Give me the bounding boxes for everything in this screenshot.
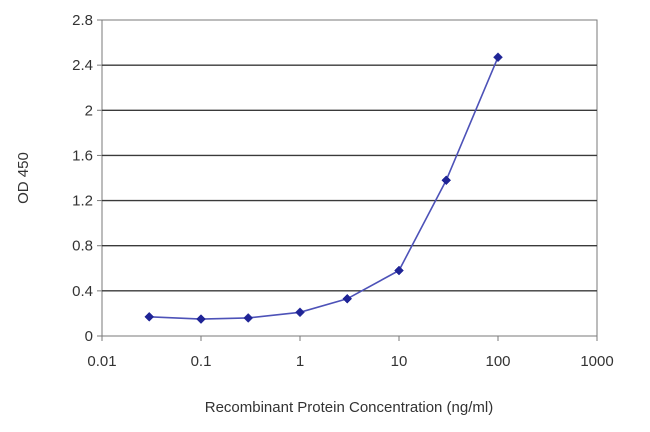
data-point bbox=[243, 313, 254, 323]
x-axis-title: Recombinant Protein Concentration (ng/ml… bbox=[205, 399, 493, 416]
series-lines bbox=[149, 56, 499, 320]
x-tick-label: 0.1 bbox=[191, 353, 212, 370]
series-points bbox=[144, 52, 503, 324]
plot-area bbox=[101, 19, 598, 337]
data-point bbox=[196, 314, 206, 324]
y-axis-ticks: 0 0.4 0.8 1.2 1.6 2 2.4 2.8 bbox=[72, 12, 102, 345]
x-tick-label: 1000 bbox=[580, 353, 613, 370]
x-tick-label: 10 bbox=[391, 353, 408, 370]
y-tick-label: 2 bbox=[85, 102, 93, 119]
y-tick-label: 2.4 bbox=[72, 57, 93, 74]
y-tick-label: 1.2 bbox=[72, 193, 93, 210]
data-point bbox=[144, 311, 155, 322]
y-tick-label: 2.8 bbox=[72, 12, 93, 29]
x-tick-label: 0.01 bbox=[87, 353, 116, 370]
data-point bbox=[342, 293, 353, 304]
y-tick-label: 1.6 bbox=[72, 147, 93, 164]
x-tick-label: 100 bbox=[485, 353, 510, 370]
y-tick-label: 0.8 bbox=[72, 238, 93, 255]
series-line bbox=[149, 56, 499, 320]
data-point bbox=[394, 265, 404, 276]
y-tick-label: 0 bbox=[85, 328, 93, 345]
x-axis-ticks: 0.01 0.1 1 10 100 1000 bbox=[87, 336, 614, 370]
data-point bbox=[493, 52, 503, 63]
y-axis-title: OD 450 bbox=[15, 152, 32, 204]
gridlines bbox=[102, 64, 597, 292]
x-tick-label: 1 bbox=[296, 353, 304, 370]
data-point bbox=[441, 175, 452, 186]
y-tick-label: 0.4 bbox=[72, 283, 93, 300]
data-point bbox=[295, 307, 305, 318]
